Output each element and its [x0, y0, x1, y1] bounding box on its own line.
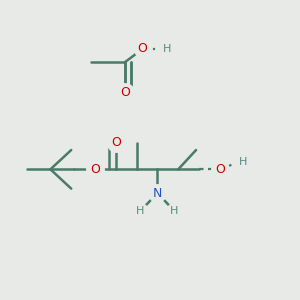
Text: H: H — [136, 206, 145, 216]
Text: O: O — [111, 136, 121, 149]
Text: O: O — [215, 163, 225, 176]
Text: O: O — [138, 42, 148, 56]
Text: H: H — [170, 206, 178, 216]
Text: H: H — [164, 44, 172, 54]
Text: O: O — [120, 85, 130, 98]
Text: N: N — [153, 187, 162, 200]
Text: O: O — [90, 163, 100, 176]
Text: H: H — [239, 157, 248, 167]
